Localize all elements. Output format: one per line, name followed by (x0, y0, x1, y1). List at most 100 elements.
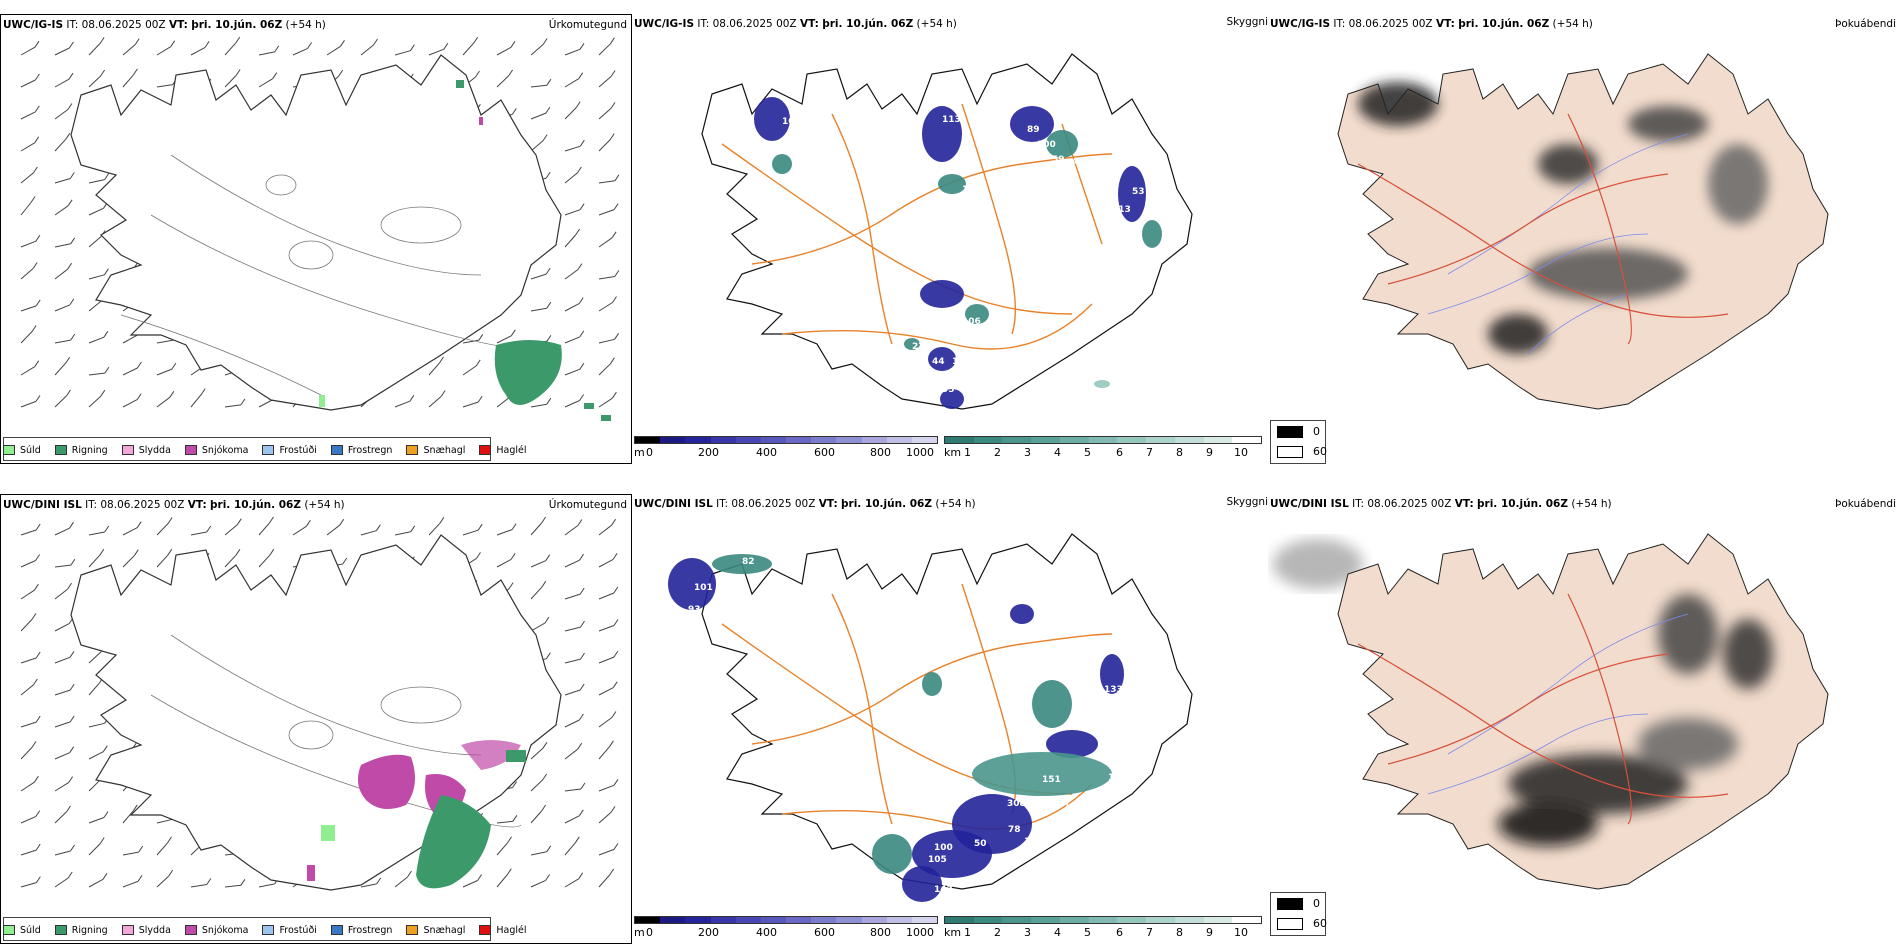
wind-barb (564, 719, 580, 728)
visibility-value-label: 144 (962, 185, 981, 195)
legend-label: Snjókoma (201, 444, 249, 456)
wind-barb (564, 145, 581, 152)
wind-barb (88, 651, 102, 664)
wind-barb-flag (614, 270, 620, 277)
legend-label: Slydda (138, 924, 171, 936)
precip-map (20, 36, 620, 421)
wind-barb (122, 810, 134, 824)
wind-barb (54, 268, 68, 280)
wind-barb (428, 362, 440, 376)
wind-barb (224, 42, 237, 56)
visibility-value-label: 308 (1007, 799, 1026, 809)
wind-barb-flag (545, 554, 551, 561)
wind-barb (530, 779, 543, 792)
wind-barb-flag (613, 586, 619, 594)
wind-barb (258, 883, 275, 888)
wind-barb-flag (542, 38, 548, 45)
wind-barb (564, 626, 581, 632)
wind-barb (258, 554, 271, 568)
rivers (1427, 613, 1689, 795)
wind-barb-flag (35, 876, 41, 883)
wind-barb-flag (541, 516, 547, 524)
wind-barb-flag (132, 804, 138, 812)
wind-barb-flag (240, 879, 246, 886)
fog-key-swatch-0 (1277, 897, 1303, 910)
wind-barb (598, 139, 611, 152)
visibility-colorbar-km: km 1 2 3 4 5 6 7 8 9 10 (944, 436, 1262, 459)
visibility-value-label: 93 (688, 605, 701, 615)
wind-barb-flag (443, 42, 449, 50)
wind-barb (20, 305, 37, 312)
wind-barb-flag (235, 36, 241, 44)
visibility-value-label: 100 (1037, 140, 1056, 150)
wind-barb (598, 363, 611, 376)
visibility-value-label: 133 (1104, 685, 1123, 695)
wind-barb-flag (542, 773, 548, 781)
wind-barb-flag (342, 557, 348, 565)
wind-barb (88, 336, 105, 344)
fog-key-swatch-0 (1277, 425, 1303, 438)
wind-barb (122, 527, 138, 536)
wind-barb-flag (235, 69, 241, 76)
wind-barb (54, 588, 68, 600)
wind-barb (54, 623, 70, 632)
panel-header: UWC/IG-IS IT: 08.06.2025 00Z VT: þri. 10… (1270, 18, 1593, 30)
wind-barb-flag (613, 779, 619, 786)
wind-barb (598, 180, 615, 184)
wind-barb (20, 816, 36, 824)
wind-barb (564, 303, 580, 312)
visibility-value-label: 25 (1112, 619, 1125, 629)
wind-barb-flag (104, 173, 110, 180)
wind-barb (20, 79, 36, 88)
wind-barb-flag (133, 549, 139, 556)
wind-barb (530, 112, 547, 120)
wind-barb (598, 524, 612, 536)
colorbar-km-tick: 4 (1054, 926, 1061, 939)
wind-barb (598, 656, 615, 664)
wind-barb-flag (613, 650, 619, 658)
wind-barb (496, 874, 508, 888)
visibility-value-label: 27 (912, 342, 925, 352)
wind-barb-flag (136, 521, 142, 528)
wind-barb-flag (545, 652, 551, 659)
legend-item: Frostúði (262, 445, 317, 456)
wind-barb (564, 107, 577, 120)
wind-barb-flag (35, 843, 41, 851)
fog-key-label: 0 (1313, 425, 1320, 438)
wind-barb-flag (507, 836, 512, 844)
legend-swatch (406, 445, 419, 455)
wind-barb (88, 236, 102, 248)
wind-barb-flag (102, 873, 108, 880)
visibility-value-label: 105 (928, 855, 947, 865)
wind-barb-flag (70, 844, 75, 852)
wind-barb-flag (545, 171, 551, 179)
wind-barb (394, 876, 408, 888)
visibility-patch (668, 558, 716, 610)
panel-title-precip: Úrkomutegund (548, 19, 627, 31)
wind-barb-flag (545, 267, 551, 275)
wind-barb-flag (541, 580, 547, 588)
wind-barb (292, 47, 308, 56)
wind-barb-flag (579, 683, 585, 691)
colorbar-km-tick: 6 (1116, 446, 1123, 459)
wind-barb-flag (373, 38, 378, 46)
wind-barb (496, 46, 512, 56)
fog-key: 0 60 (1270, 420, 1327, 464)
visibility-value-label: 44 (932, 357, 945, 367)
wind-barb-flag (66, 805, 71, 813)
wind-barb-flag (169, 391, 175, 398)
wind-barb-flag (235, 549, 241, 556)
wind-barb (88, 817, 105, 824)
wind-barb-flag (103, 268, 109, 276)
precip-legend: Súld Rigning Slydda Snjókoma Frostúði Fr… (3, 441, 629, 459)
colorbar-km-tick: 6 (1116, 926, 1123, 939)
wind-barb-flag (33, 583, 39, 591)
legend-item: Rigning (54, 445, 108, 456)
wind-barb (156, 368, 173, 376)
wind-barb-flag (512, 781, 518, 788)
wind-barb (54, 109, 69, 120)
wind-barb (54, 243, 71, 248)
wind-barb-flag (103, 811, 109, 818)
visibility-value-label: 78 (1008, 825, 1021, 835)
